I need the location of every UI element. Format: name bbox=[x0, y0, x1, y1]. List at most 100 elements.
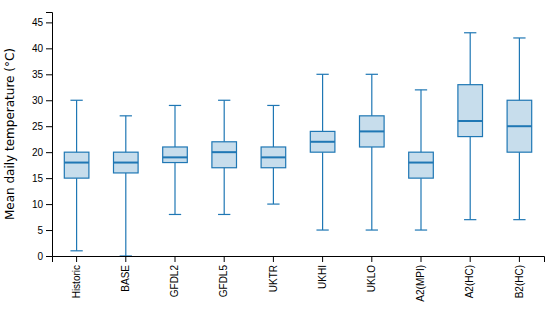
y-tick: 15 bbox=[32, 173, 52, 184]
box-group bbox=[64, 100, 89, 251]
box-group bbox=[458, 33, 483, 220]
upper-cap bbox=[169, 105, 181, 106]
x-tick-label: Historic bbox=[71, 265, 82, 298]
lower-cap bbox=[316, 229, 328, 230]
y-tick-mark bbox=[46, 22, 52, 23]
x-tick-mark bbox=[273, 256, 274, 262]
y-tick: 10 bbox=[32, 199, 52, 210]
median bbox=[114, 162, 139, 164]
lower-cap bbox=[70, 250, 82, 251]
y-tick: 35 bbox=[32, 69, 52, 80]
box bbox=[261, 147, 286, 168]
lower-cap bbox=[415, 229, 427, 230]
upper-cap bbox=[415, 89, 427, 90]
upper-whisker bbox=[470, 33, 471, 85]
y-tick-label: 15 bbox=[32, 173, 44, 184]
x-tick-mark bbox=[519, 256, 520, 262]
x-tick: B2(HC) bbox=[514, 256, 525, 298]
upper-whisker bbox=[224, 100, 225, 142]
x-tick-label: BASE bbox=[120, 265, 131, 292]
lower-whisker bbox=[76, 178, 77, 251]
lower-whisker bbox=[273, 168, 274, 204]
median bbox=[409, 162, 434, 164]
box-group bbox=[163, 105, 188, 214]
lower-cap bbox=[513, 219, 525, 220]
box-group bbox=[114, 116, 139, 256]
x-tick: A2(HC) bbox=[464, 256, 475, 298]
lower-whisker bbox=[174, 163, 175, 215]
lower-cap bbox=[366, 229, 378, 230]
x-tick: BASE bbox=[120, 256, 131, 292]
x-tick: GFDL5 bbox=[218, 256, 229, 297]
y-axis-title: Mean daily temperature (°C) bbox=[3, 48, 17, 220]
x-tick-mark bbox=[175, 256, 176, 262]
upper-cap bbox=[316, 74, 328, 75]
upper-whisker bbox=[420, 90, 421, 152]
y-tick: 5 bbox=[37, 225, 52, 236]
upper-cap bbox=[70, 100, 82, 101]
upper-whisker bbox=[174, 105, 175, 147]
x-tick: UKHI bbox=[317, 256, 328, 289]
x-tick-mark bbox=[470, 256, 471, 262]
y-axis: 0 5 10 15 20 25 30 35 40 45 bbox=[32, 13, 53, 262]
box bbox=[310, 131, 335, 152]
upper-cap bbox=[464, 32, 476, 33]
y-tick-mark bbox=[46, 178, 52, 179]
lower-cap bbox=[464, 219, 476, 220]
y-tick-label: 10 bbox=[32, 199, 44, 210]
upper-whisker bbox=[76, 100, 77, 152]
x-tick-label: GFDL5 bbox=[218, 265, 229, 298]
y-tick: 45 bbox=[32, 17, 52, 28]
box-group bbox=[261, 105, 286, 204]
x-tick: Historic bbox=[71, 256, 82, 298]
lower-whisker bbox=[125, 173, 126, 256]
box-group bbox=[507, 38, 532, 220]
box bbox=[458, 85, 483, 137]
x-axis-line bbox=[53, 257, 545, 263]
median bbox=[212, 151, 237, 153]
lower-cap bbox=[169, 214, 181, 215]
y-tick-label: 5 bbox=[37, 225, 43, 236]
upper-whisker bbox=[371, 74, 372, 116]
y-tick-label: 20 bbox=[32, 147, 44, 158]
y-tick-label: 30 bbox=[32, 95, 44, 106]
x-tick-label: A2(MPI) bbox=[415, 265, 426, 302]
y-tick: 25 bbox=[32, 121, 52, 132]
median bbox=[507, 125, 532, 127]
y-tick: 0 bbox=[37, 251, 52, 262]
x-tick-mark bbox=[421, 256, 422, 262]
chart: 051015202530354045HistoricBASEGFDL2GFDL5… bbox=[0, 0, 556, 316]
upper-cap bbox=[366, 74, 378, 75]
lower-cap bbox=[267, 203, 279, 204]
y-axis-line bbox=[46, 13, 53, 257]
upper-cap bbox=[513, 37, 525, 38]
y-tick-label: 25 bbox=[32, 121, 44, 132]
upper-cap bbox=[218, 100, 230, 101]
y-tick-label: 35 bbox=[32, 69, 44, 80]
y-tick-mark bbox=[46, 152, 52, 153]
y-tick-label: 40 bbox=[32, 43, 44, 54]
upper-cap bbox=[267, 105, 279, 106]
upper-whisker bbox=[273, 105, 274, 147]
upper-whisker bbox=[322, 74, 323, 131]
x-tick: UKLO bbox=[366, 256, 377, 292]
lower-whisker bbox=[420, 178, 421, 230]
upper-whisker bbox=[519, 38, 520, 100]
median bbox=[261, 156, 286, 158]
y-tick-mark bbox=[46, 230, 52, 231]
y-tick: 40 bbox=[32, 43, 52, 54]
x-tick: A2(MPI) bbox=[415, 256, 426, 302]
x-tick-mark bbox=[371, 256, 372, 262]
box bbox=[360, 116, 385, 147]
box-group bbox=[310, 74, 335, 230]
y-tick-mark bbox=[46, 48, 52, 49]
lower-cap bbox=[120, 255, 132, 256]
x-tick: UKTR bbox=[268, 256, 279, 292]
x-axis: HistoricBASEGFDL2GFDL5UKTRUKHIUKLOA2(MPI… bbox=[53, 256, 545, 302]
lower-cap bbox=[218, 214, 230, 215]
x-tick-label: UKHI bbox=[317, 265, 328, 289]
median bbox=[163, 156, 188, 158]
lower-whisker bbox=[371, 147, 372, 230]
upper-whisker bbox=[125, 116, 126, 152]
y-tick-label: 45 bbox=[32, 17, 44, 28]
